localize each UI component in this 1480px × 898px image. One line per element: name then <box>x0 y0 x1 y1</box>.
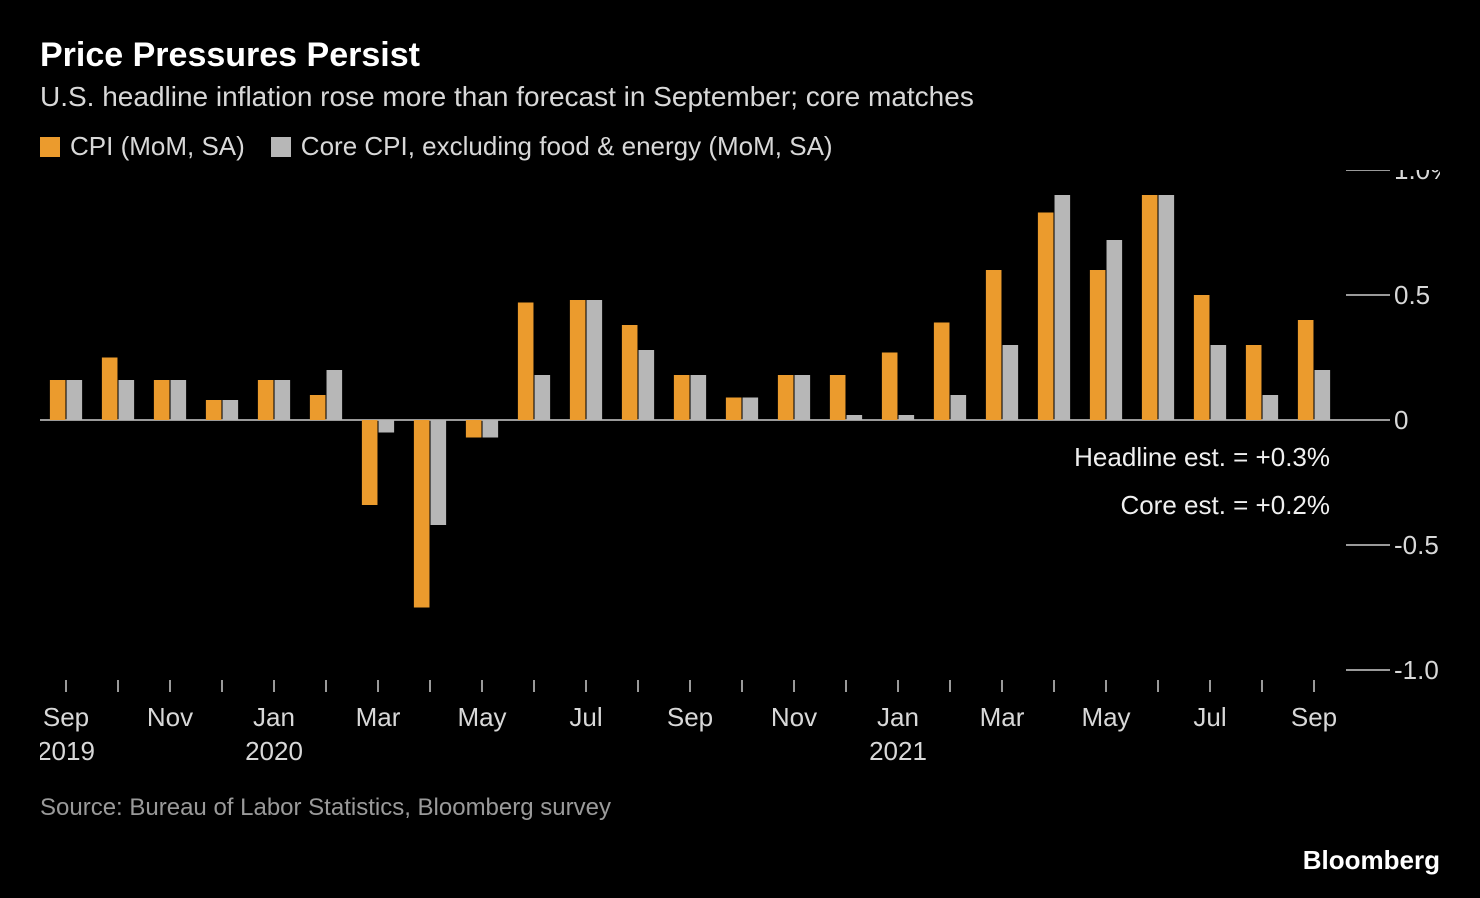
svg-text:Mar: Mar <box>356 702 401 732</box>
source-text: Source: Bureau of Labor Statistics, Bloo… <box>40 794 1440 822</box>
svg-text:-1.0: -1.0 <box>1394 655 1439 685</box>
svg-text:Sep: Sep <box>667 702 713 732</box>
chart-subtitle: U.S. headline inflation rose more than f… <box>40 81 1440 113</box>
legend: CPI (MoM, SA) Core CPI, excluding food &… <box>40 131 1440 162</box>
chart-svg: 1.0% 0.5 0 -0.5 -1.0 Sep 2019 Nov Jan 2020 Mar May J… <box>40 170 1440 780</box>
svg-text:Headline est. = +0.3%: Headline est. = +0.3% <box>1074 442 1330 472</box>
svg-text:Nov: Nov <box>771 702 817 732</box>
legend-label-core: Core CPI, excluding food & energy (MoM, … <box>301 131 833 162</box>
svg-text:Jul: Jul <box>569 702 602 732</box>
svg-text:1.0%: 1.0% <box>1394 170 1440 185</box>
chart-plot: 1.0% 0.5 0 -0.5 -1.0 Sep 2019 Nov Jan 2020 Mar May J… <box>40 170 1440 780</box>
chart-title: Price Pressures Persist <box>40 36 1440 75</box>
chart-container: Price Pressures Persist U.S. headline in… <box>0 0 1480 898</box>
svg-text:0.5: 0.5 <box>1394 280 1430 310</box>
brand-logo: Bloomberg <box>1303 845 1440 876</box>
svg-text:Nov: Nov <box>147 702 193 732</box>
svg-text:Mar: Mar <box>980 702 1025 732</box>
swatch-cpi <box>40 137 60 157</box>
svg-text:Jan: Jan <box>253 702 295 732</box>
svg-text:May: May <box>457 702 506 732</box>
svg-text:May: May <box>1081 702 1130 732</box>
legend-item-cpi: CPI (MoM, SA) <box>40 131 245 162</box>
svg-text:Jan: Jan <box>877 702 919 732</box>
svg-text:2020: 2020 <box>245 736 303 766</box>
svg-text:2019: 2019 <box>40 736 95 766</box>
svg-text:-0.5: -0.5 <box>1394 530 1439 560</box>
legend-label-cpi: CPI (MoM, SA) <box>70 131 245 162</box>
svg-text:2021: 2021 <box>869 736 927 766</box>
swatch-core <box>271 137 291 157</box>
svg-text:0: 0 <box>1394 405 1408 435</box>
legend-item-core: Core CPI, excluding food & energy (MoM, … <box>271 131 833 162</box>
svg-text:Core est. = +0.2%: Core est. = +0.2% <box>1120 490 1330 520</box>
svg-text:Sep: Sep <box>43 702 89 732</box>
svg-text:Sep: Sep <box>1291 702 1337 732</box>
svg-text:Jul: Jul <box>1193 702 1226 732</box>
